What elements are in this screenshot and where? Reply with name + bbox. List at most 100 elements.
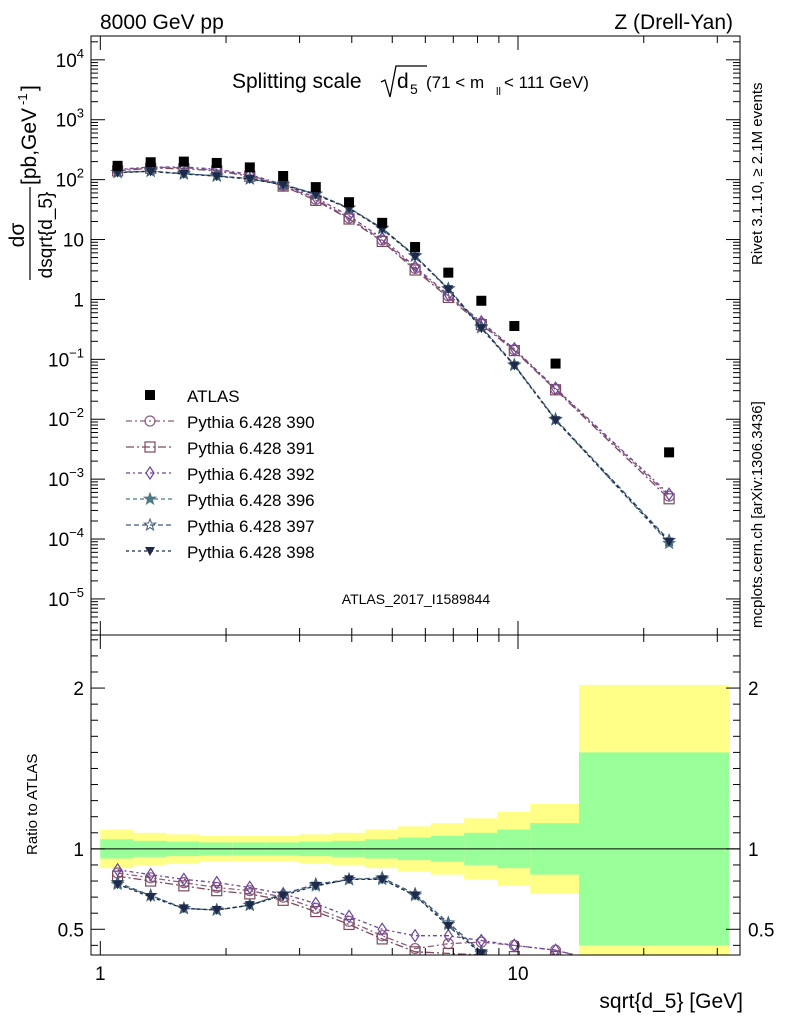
series-point-main (550, 416, 561, 426)
title-d: d (397, 70, 409, 93)
series-point-ratio (665, 972, 673, 984)
series-point-ratio (509, 938, 520, 953)
y-tick-label-main: 10−2 (48, 405, 84, 431)
legend-marker (142, 517, 158, 532)
ratio-ticks: 0.5 0.5 1 1 2 2 (58, 635, 774, 955)
series-point-main (178, 170, 189, 180)
series-point-ratio (377, 875, 388, 885)
y-tick-label-main: 1 (73, 290, 84, 311)
series-point-ratio (245, 880, 255, 895)
series-point-main (409, 264, 421, 276)
y-tick-label-main: 10−3 (48, 465, 84, 491)
series-point-ratio (278, 891, 289, 901)
main-ylabel: dσ dsqrt{d_5} [pb,GeV -1 ] (6, 85, 57, 280)
legend-label: Pythia 6.428 396 (187, 491, 315, 510)
y-tick-label-main: 10−1 (48, 345, 84, 371)
main-ticks: 10−5 10−4 10−3 10−2 10−1 1 10 102 103 104 (48, 36, 740, 635)
legend-label: Pythia 6.428 392 (187, 465, 315, 484)
legend-marker (142, 491, 158, 506)
x-axis-label: sqrt{d_5} [GeV] (599, 990, 743, 1013)
series-point-main (344, 208, 354, 223)
series-point-ratio (344, 875, 355, 885)
series-point-ratio (145, 893, 156, 903)
series-point-ratio (343, 918, 355, 931)
atlas-point (278, 171, 289, 182)
atlas-point (244, 162, 255, 173)
y-tick-label-ratio: 0.5 (58, 920, 84, 941)
y-tick-label-ratio-right: 0.5 (748, 920, 774, 941)
atlas-point (211, 157, 222, 168)
title-sub: 5 (410, 81, 418, 97)
series-point-ratio (311, 896, 321, 911)
atlas-point (344, 197, 355, 208)
y-tick-label-main: 10−4 (48, 525, 84, 551)
series-point-ratio (549, 951, 562, 955)
series-point-ratio (410, 891, 421, 901)
atlas-point (550, 358, 561, 369)
atlas-point (178, 156, 189, 167)
legend-atlas-label: ATLAS (187, 387, 240, 406)
series-point-ratio (211, 905, 222, 915)
series-point-ratio (145, 867, 156, 882)
series-point-ratio (178, 904, 189, 914)
series-line-main (117, 170, 670, 541)
main-panel: 10−5 10−4 10−3 10−2 10−1 1 10 102 103 104 (48, 35, 741, 636)
header-left: 8000 GeV pp (100, 11, 224, 34)
ylabel-unit-sup: -1 (15, 93, 30, 105)
y-tick-label-main: 103 (56, 106, 84, 132)
rivet-label: Rivet 3.1.10, ≥ 2.1M events (749, 83, 766, 266)
series-point-main (278, 180, 289, 190)
series-line-main (117, 170, 670, 543)
title-range-end: < 111 GeV) (504, 73, 589, 92)
series-point-main (550, 381, 561, 396)
atlas-point (410, 242, 421, 253)
series-point-main (244, 175, 255, 185)
series-line-main (117, 170, 670, 544)
series-point-ratio (344, 909, 354, 924)
ylabel-numerator: dσ (6, 223, 29, 248)
series-point-main (663, 493, 675, 505)
plot-title: Splitting scale d 5 (71 < m ll < 111 GeV… (232, 65, 589, 98)
series-point-ratio (179, 872, 189, 887)
atlas-point (145, 157, 156, 168)
series-point-ratio (443, 922, 454, 932)
series-point-main (145, 167, 156, 177)
series-point-main (443, 285, 454, 295)
analysis-id: ATLAS_2017_I1589844 (342, 591, 491, 607)
mcplots-label: mcplots.cern.ch [arXiv:1306.3436] (749, 401, 766, 628)
y-tick-label-main: 104 (56, 46, 84, 72)
legend-marker (144, 441, 156, 453)
ylabel-denominator: dsqrt{d_5} (36, 192, 57, 279)
y-tick-label-ratio-right: 1 (748, 840, 759, 861)
series-point-ratio (310, 881, 321, 891)
ratio-ylabel: Ratio to ATLAS (24, 754, 41, 855)
y-tick-label-ratio: 1 (73, 840, 84, 861)
title-range: (71 < m (426, 73, 484, 92)
series-point-ratio (664, 974, 674, 984)
atlas-point (476, 295, 487, 306)
sqrt-symbol (380, 65, 427, 98)
x-tick-labels: 1 10 (95, 964, 529, 985)
series-point-ratio (476, 949, 487, 955)
main-series (110, 156, 677, 550)
series-point-ratio (550, 943, 561, 955)
y-tick-label-main: 10 (63, 231, 84, 252)
series-point-main (664, 487, 674, 502)
series-point-main (410, 259, 420, 274)
ratio-series (110, 862, 674, 995)
series-point-ratio (550, 984, 562, 995)
y-tick-label-ratio: 2 (73, 679, 84, 700)
legend-label: Pythia 6.428 391 (187, 439, 315, 458)
legend-marker (144, 415, 156, 427)
series-point-ratio (409, 946, 421, 955)
header-right: Z (Drell-Yan) (614, 11, 733, 34)
series-point-main (509, 341, 520, 356)
series-point-main (343, 213, 355, 225)
legend-marker (145, 465, 155, 481)
series-point-ratio (178, 880, 190, 892)
series-point-ratio (550, 984, 562, 995)
ylabel-unit-end: ] (18, 85, 41, 91)
series-point-ratio (443, 928, 454, 943)
series-point-main (211, 172, 222, 182)
series-point-ratio (212, 875, 222, 890)
